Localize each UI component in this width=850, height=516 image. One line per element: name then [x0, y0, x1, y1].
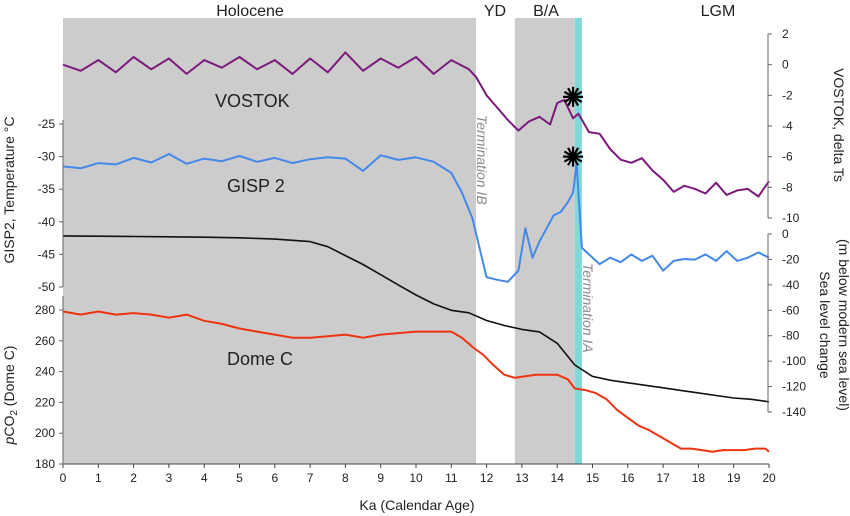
- x-tick-label: 12: [480, 471, 494, 485]
- y-tick-label-co2: 220: [35, 395, 55, 409]
- co2-title-prefix: p: [1, 436, 17, 445]
- x-tick-label: 1: [95, 471, 102, 485]
- termination-ia-label: Termination IA: [580, 263, 596, 353]
- star-center: [569, 153, 577, 161]
- star-marker: [563, 86, 584, 107]
- x-tick-label: 13: [515, 471, 529, 485]
- series-line-co2: [62, 310, 770, 453]
- x-tick-label: 8: [342, 471, 349, 485]
- x-tick-label: 0: [60, 471, 67, 485]
- period-label-yd: YD: [484, 3, 506, 20]
- x-tick-label: 16: [621, 471, 635, 485]
- y-tick-label-gisp2: -25: [38, 117, 56, 131]
- co2-title-suffix: (Dome C): [1, 346, 17, 411]
- series-line-gisp2: [62, 153, 770, 283]
- tick-labels: 0 1 2 3 4 5 6 7 8 9 10 11 12 13 14 15 16 17 18 19 20-25-30-3…: [35, 27, 806, 485]
- y-tick-label-vostok: -2: [782, 88, 793, 102]
- y-tick-label-co2: 240: [35, 365, 55, 379]
- y-tick-label-gisp2: -40: [38, 215, 56, 229]
- series-line-sea: [62, 235, 770, 403]
- y-tick-label-gisp2: -30: [38, 150, 56, 164]
- x-tick-label: 4: [201, 471, 208, 485]
- x-tick-label: 11: [445, 471, 458, 485]
- axes: [59, 33, 772, 468]
- x-tick-label: 5: [236, 471, 243, 485]
- x-tick-label: 6: [271, 471, 278, 485]
- x-tick-label: 18: [692, 471, 706, 485]
- y-tick-label-co2: 180: [35, 457, 55, 471]
- y-tick-label-sea: -100: [782, 354, 806, 368]
- y-axis-title-gisp2: GISP2, Temperature °C: [1, 117, 17, 264]
- series-lines: [62, 51, 770, 453]
- star-marker: [563, 146, 584, 167]
- x-tick-label: 10: [409, 471, 423, 485]
- period-label-ba: B/A: [533, 3, 559, 20]
- series-label-vostok: VOSTOK: [215, 91, 290, 111]
- x-tick-label: 9: [377, 471, 384, 485]
- y-tick-label-co2: 280: [35, 303, 55, 317]
- star-markers: [563, 86, 584, 167]
- y-tick-label-sea: -20: [782, 252, 800, 266]
- x-axis-title: Ka (Calendar Age): [359, 497, 474, 513]
- y-tick-label-gisp2: -50: [38, 280, 56, 294]
- co2-title-sub: 2: [9, 410, 20, 416]
- y-tick-label-vostok: 0: [782, 58, 789, 72]
- y-tick-label-gisp2: -45: [38, 247, 56, 261]
- y-tick-label-sea: -140: [782, 405, 806, 419]
- period-label-lgm: LGM: [701, 3, 736, 20]
- x-tick-label: 20: [762, 471, 776, 485]
- y-tick-label-vostok: -8: [782, 180, 793, 194]
- series-label-domec: Dome C: [227, 349, 293, 369]
- y-axis-title-vostok: VOSTOK, delta Ts: [831, 68, 847, 182]
- y-axis-title-co2: pCO2 (Dome C): [1, 346, 20, 446]
- x-tick-label: 15: [586, 471, 600, 485]
- shaded-band-2: [574, 18, 582, 464]
- x-tick-label: 17: [656, 471, 670, 485]
- star-center: [569, 93, 577, 101]
- co2-title-main: CO: [1, 416, 17, 437]
- y-tick-label-vostok: -10: [782, 211, 800, 225]
- y-tick-label-sea: -120: [782, 380, 806, 394]
- y-axis-title-sea-1: Sea level change: [817, 271, 833, 379]
- y-tick-label-sea: -40: [782, 278, 800, 292]
- x-tick-label: 2: [130, 471, 137, 485]
- x-tick-label: 14: [551, 471, 565, 485]
- y-tick-label-vostok: 2: [782, 27, 789, 41]
- y-tick-label-gisp2: -35: [38, 182, 56, 196]
- termination-ib-label: Termination IB: [474, 115, 490, 205]
- x-tick-label: 3: [166, 471, 173, 485]
- series-line-vostok: [62, 51, 770, 198]
- y-tick-label-vostok: -4: [782, 119, 793, 133]
- period-label-holocene: Holocene: [216, 3, 284, 20]
- shaded-periods: [63, 18, 582, 464]
- y-tick-label-co2: 260: [35, 334, 55, 348]
- y-axis-title-sea-2: (m below modern sea level): [836, 239, 850, 411]
- x-tick-label: 19: [727, 471, 741, 485]
- shaded-band-0: [63, 18, 477, 464]
- y-tick-label-sea: 0: [782, 227, 789, 241]
- x-tick-label: 7: [307, 471, 314, 485]
- y-tick-label-vostok: -6: [782, 150, 793, 164]
- y-tick-label-co2: 200: [35, 426, 55, 440]
- series-label-gisp2: GISP 2: [227, 176, 285, 196]
- y-tick-label-sea: -80: [782, 329, 800, 343]
- y-tick-label-sea: -60: [782, 303, 800, 317]
